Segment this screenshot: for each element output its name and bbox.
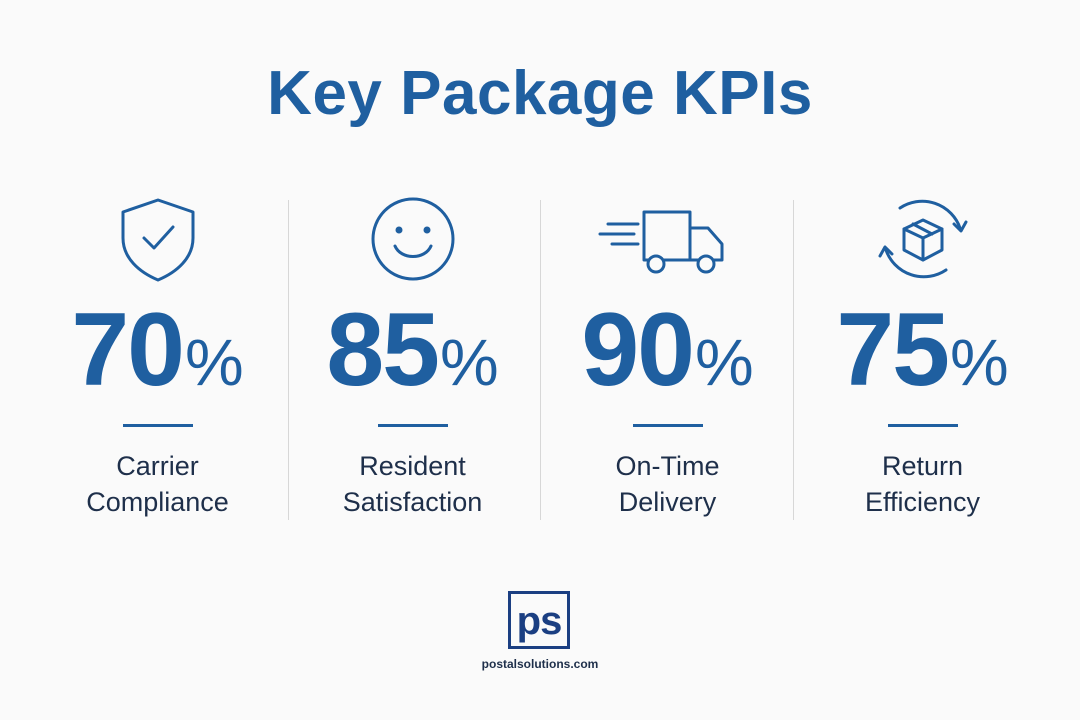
page-title: Key Package KPIs xyxy=(267,59,813,128)
postalsolutions-logo: ps xyxy=(508,591,570,649)
kpi-on-time-delivery: 90% On-Time Delivery xyxy=(540,190,795,525)
logo-url: postalsolutions.com xyxy=(481,657,599,671)
column-divider xyxy=(540,200,541,520)
kpi-underline xyxy=(887,424,958,427)
logo-mark: ps xyxy=(516,599,563,643)
kpi-carrier-compliance: 70% Carrier Compliance xyxy=(30,190,285,525)
kpi-label: On-Time Delivery xyxy=(615,451,720,517)
kpi-underline xyxy=(632,424,703,427)
kpi-resident-satisfaction: 85% Resident Satisfaction xyxy=(285,190,540,525)
kpi-label: Resident Satisfaction xyxy=(342,451,483,517)
shield-check-icon xyxy=(113,194,203,284)
kpi-label: Return Efficiency xyxy=(864,451,981,517)
column-divider xyxy=(288,200,289,520)
kpi-underline xyxy=(122,424,193,427)
kpi-label: Carrier Compliance xyxy=(86,451,229,517)
kpi-row: 70% Carrier Compliance 85% Resident Sati… xyxy=(30,190,1050,525)
delivery-truck-icon xyxy=(598,194,728,284)
kpi-value: 75% xyxy=(836,292,1009,408)
kpi-return-efficiency: 75% Return Efficiency xyxy=(795,190,1050,525)
kpi-value: 85% xyxy=(326,292,499,408)
kpi-value: 70% xyxy=(71,292,244,408)
kpi-value: 90% xyxy=(581,292,754,408)
package-return-icon xyxy=(878,194,968,284)
smiley-face-icon xyxy=(368,194,458,284)
column-divider xyxy=(793,200,794,520)
kpi-underline xyxy=(377,424,448,427)
